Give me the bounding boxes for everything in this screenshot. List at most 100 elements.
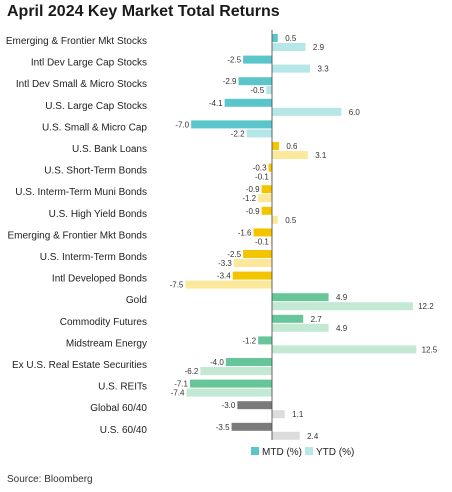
bar-mtd: [258, 336, 272, 345]
bar-ytd: [272, 107, 342, 116]
bar-mtd: [268, 163, 272, 172]
data-label-mtd: -4.1: [209, 99, 223, 108]
bar-mtd: [272, 314, 304, 323]
data-label-ytd: 12.5: [422, 345, 438, 354]
data-label-ytd: -3.3: [218, 259, 232, 268]
data-label-mtd: -3.5: [216, 423, 230, 432]
bar-ytd: [272, 410, 285, 419]
data-label-ytd: -7.4: [171, 389, 185, 398]
data-label-ytd: 3.3: [318, 65, 330, 74]
data-label-mtd: -0.3: [253, 164, 267, 173]
bar-mtd: [261, 206, 272, 215]
bar-ytd: [272, 215, 278, 224]
data-label-mtd: -3.0: [222, 401, 236, 410]
legend-label-mtd: MTD (%): [262, 447, 302, 458]
bar-mtd: [189, 379, 272, 388]
bar-ytd: [272, 431, 300, 440]
bar-ytd: [246, 129, 272, 138]
data-label-ytd: -2.2: [231, 129, 245, 138]
data-label-ytd: -6.2: [185, 367, 199, 376]
data-label-mtd: 0.6: [286, 142, 298, 151]
data-label-mtd: -1.6: [238, 228, 252, 237]
data-label-ytd: -7.5: [170, 281, 184, 290]
bar-ytd: [258, 194, 272, 203]
data-label-mtd: -0.9: [246, 185, 260, 194]
bar-mtd: [238, 77, 272, 86]
category-label: Intl Dev Large Cap Stocks: [31, 58, 147, 69]
data-label-ytd: -0.1: [255, 173, 269, 182]
category-label: U.S. High Yield Bonds: [49, 209, 147, 220]
legend-swatch-mtd: [251, 447, 259, 455]
data-label-mtd: -4.0: [210, 358, 224, 367]
category-label: U.S. Small & Micro Cap: [42, 122, 147, 133]
bar-ytd: [272, 151, 308, 159]
bar-ytd: [200, 367, 272, 375]
category-label: Gold: [126, 295, 147, 306]
bar-mtd: [243, 55, 272, 64]
bar-ytd: [272, 302, 413, 311]
legend-swatch-ytd: [305, 447, 313, 455]
data-label-ytd: 2.9: [313, 43, 325, 52]
data-label-mtd: -2.5: [227, 56, 241, 65]
bar-ytd: [186, 388, 272, 397]
data-label-mtd: -7.1: [174, 380, 188, 389]
category-label: U.S. Bank Loans: [72, 144, 147, 155]
category-label: Emerging & Frontier Mkt Stocks: [6, 36, 147, 47]
bar-mtd: [237, 401, 272, 410]
bar-ytd: [270, 237, 272, 246]
data-label-ytd: -1.2: [242, 194, 256, 203]
bar-mtd: [253, 228, 272, 237]
category-label: Emerging & Frontier Mkt Bonds: [8, 230, 148, 241]
data-label-ytd: 2.4: [307, 432, 319, 441]
bar-ytd: [270, 172, 272, 181]
bar-ytd: [272, 43, 306, 51]
bar-mtd: [232, 271, 272, 280]
bar-ytd: [233, 259, 272, 267]
category-label: Midstream Energy: [66, 338, 147, 349]
category-label: U.S. Interm-Term Muni Bonds: [15, 187, 147, 198]
data-label-mtd: -2.5: [227, 250, 241, 259]
data-label-mtd: 4.9: [336, 293, 348, 302]
data-label-ytd: -0.1: [255, 237, 269, 246]
bar-mtd: [261, 185, 272, 194]
category-label: U.S. 60/40: [100, 425, 148, 436]
data-label-mtd: 0.5: [285, 34, 297, 43]
category-label: U.S. Large Cap Stocks: [45, 101, 147, 112]
bar-ytd: [185, 280, 272, 289]
data-label-ytd: 0.5: [285, 216, 297, 225]
category-label: U.S. Interm-Term Bonds: [40, 252, 147, 263]
bar-mtd: [272, 293, 329, 302]
bar-mtd: [225, 358, 272, 366]
bar-mtd: [224, 98, 272, 107]
data-label-mtd: -2.9: [223, 77, 237, 86]
category-label: Commodity Futures: [60, 317, 147, 328]
chart-title: April 2024 Key Market Total Returns: [7, 3, 280, 20]
category-label: U.S. Short-Term Bonds: [44, 166, 147, 177]
source-note: Source: Bloomberg: [7, 474, 93, 485]
bar-ytd: [272, 345, 417, 354]
legend-label-ytd: YTD (%): [316, 447, 354, 458]
bar-ytd: [272, 323, 329, 332]
category-label: Intl Dev Small & Micro Stocks: [16, 79, 147, 90]
category-label: U.S. REITs: [98, 382, 147, 393]
data-label-ytd: 6.0: [349, 108, 361, 117]
bar-mtd: [243, 250, 272, 258]
bar-ytd: [266, 86, 272, 95]
category-label: Intl Developed Bonds: [52, 274, 147, 285]
data-label-ytd: 4.9: [336, 324, 348, 333]
data-label-ytd: 1.1: [292, 410, 304, 419]
bar-mtd: [272, 34, 278, 42]
data-label-mtd: 2.7: [311, 315, 323, 324]
data-label-mtd: -0.9: [246, 207, 260, 216]
data-label-mtd: -3.4: [217, 272, 231, 281]
data-label-ytd: 12.2: [418, 302, 434, 311]
data-label-mtd: -1.2: [242, 336, 256, 345]
category-label: Global 60/40: [90, 403, 147, 414]
bar-ytd: [272, 64, 311, 73]
bar-mtd: [272, 142, 279, 150]
category-label: Ex U.S. Real Estate Securities: [12, 360, 147, 371]
bar-mtd: [191, 120, 272, 129]
bar-mtd: [231, 422, 272, 431]
data-label-mtd: -7.0: [175, 120, 189, 129]
